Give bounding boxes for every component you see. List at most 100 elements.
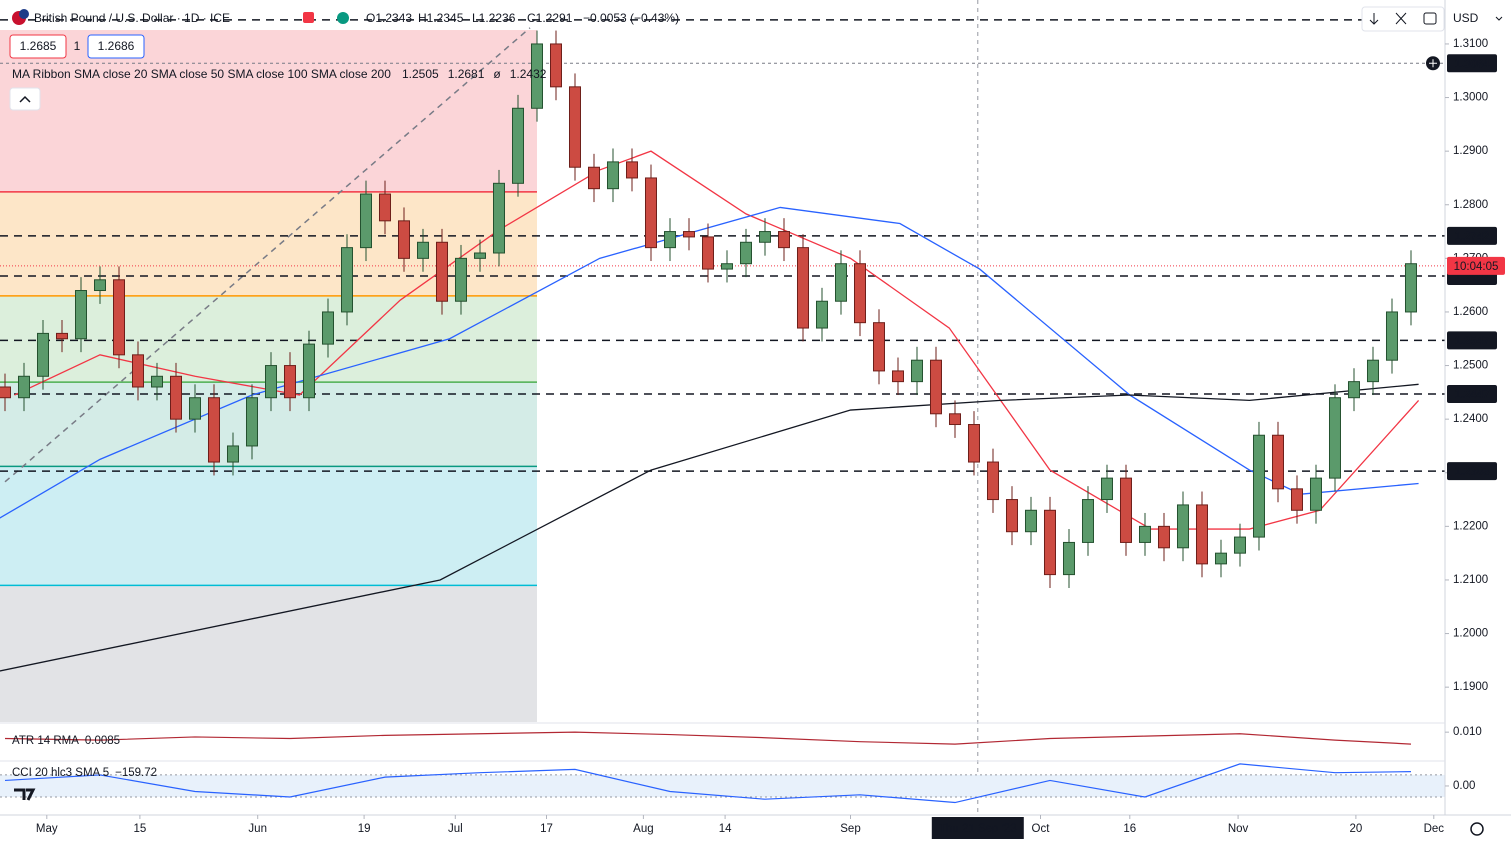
candle-body: [169, 375, 182, 420]
candle-body: [625, 161, 638, 179]
price-label: 1.3064: [1454, 58, 1490, 70]
candle-body: [435, 241, 448, 302]
button-icon[interactable]: [1423, 12, 1437, 25]
axes: 1.31001.30001.29001.28001.27001.26001.25…: [12, 38, 1505, 839]
candle-body: [511, 107, 524, 184]
collapse-button[interactable]: [9, 87, 41, 111]
ribbon-value: 1.2432: [510, 67, 547, 81]
spread: 1: [74, 39, 81, 53]
candle-body: [530, 43, 543, 109]
x-tick-label: Dec: [1424, 823, 1445, 835]
icon: [303, 12, 314, 23]
candle-body: [1043, 509, 1056, 576]
price-label-box: [1447, 54, 1497, 73]
candle-body: [853, 263, 866, 324]
price-axis: [1445, 0, 1511, 844]
plot: [0, 0, 1445, 815]
y-tick-label: 1.2800: [1453, 199, 1488, 211]
button-icon[interactable]: [1369, 13, 1379, 25]
candle-body: [0, 386, 11, 399]
candle-body: [1233, 536, 1246, 554]
candle-body: [1404, 263, 1417, 313]
y-tick-label: 1.3100: [1453, 38, 1488, 50]
y-tick-label: 1.2900: [1453, 145, 1488, 157]
candle-body: [1271, 434, 1284, 490]
candle-body: [1119, 477, 1132, 543]
x-tick-label: May: [36, 823, 58, 835]
ribbon-value: ø: [493, 67, 501, 81]
candle-body: [1366, 359, 1379, 383]
price-label-box: [1447, 384, 1497, 403]
candle-body: [777, 231, 790, 249]
y-tick-label: 1.2400: [1453, 413, 1488, 425]
x-tick-label: Jul: [448, 823, 463, 835]
x-tick-label: Nov: [1228, 823, 1249, 835]
currency[interactable]: USD: [1453, 11, 1479, 25]
candle-body: [1195, 504, 1208, 565]
candle-body: [1214, 552, 1227, 565]
candle-body: [1176, 504, 1189, 549]
candle-body: [663, 231, 676, 249]
candle-body: [967, 424, 980, 463]
status-icon: [337, 12, 349, 24]
candle-body: [340, 247, 353, 313]
y-tick-label: 1.2600: [1453, 306, 1488, 318]
candle-body: [264, 365, 277, 399]
candle-body: [226, 445, 239, 463]
x-tick-label: 19: [358, 823, 371, 835]
ribbon-values: 1.2505 1.2681 ø 1.2432: [402, 67, 547, 81]
candle-body: [701, 236, 714, 270]
candle-body: [473, 252, 486, 259]
x-tick-label: 15: [133, 823, 146, 835]
candle-body: [1081, 499, 1094, 543]
candle-body: [207, 397, 220, 463]
candle-body: [720, 263, 733, 270]
candle-body: [948, 413, 961, 426]
x-tick-label: Oct: [1032, 823, 1051, 835]
price-label-box: [1447, 331, 1497, 350]
candle-body: [55, 332, 68, 340]
candle-body: [74, 290, 87, 340]
bid-box[interactable]: [9, 34, 67, 59]
candle-body: [1157, 525, 1170, 549]
candle-body: [1385, 311, 1398, 361]
settings-icon[interactable]: [1470, 822, 1484, 836]
cci-band: [0, 774, 1445, 798]
ohlc-close: C1.2291: [527, 11, 573, 25]
candle-body: [549, 43, 562, 88]
candle-body: [891, 370, 904, 383]
add-alert-icon: [1429, 59, 1437, 68]
candle-body: [492, 182, 505, 254]
fib-zone: [0, 30, 537, 192]
toolbar: [1361, 6, 1445, 32]
ohlc-high: H1.2345: [418, 11, 464, 25]
candle-body: [112, 279, 125, 356]
moving-average: [0, 383, 1419, 672]
candle-body: [1024, 509, 1037, 533]
candle-body: [245, 397, 258, 447]
candle-body: [1062, 541, 1075, 576]
atr-label: ATR 14 RMA: [12, 735, 79, 747]
ohlc-low: L1.2236: [472, 11, 516, 25]
candle-body: [1290, 488, 1303, 511]
candle-body: [1328, 397, 1341, 479]
button-icon[interactable]: [1395, 12, 1407, 25]
candle-body: [17, 375, 30, 399]
y-tick-label: 1.2200: [1453, 520, 1488, 532]
ask-box[interactable]: [87, 34, 145, 59]
fib-zone: [0, 466, 537, 586]
x-tick-label: Jun: [248, 823, 267, 835]
candle-body: [378, 193, 391, 222]
candle-body: [1138, 525, 1151, 543]
logo: [14, 788, 36, 801]
ask: 1.2686: [98, 39, 135, 53]
ribbon-value: 1.2681: [448, 67, 485, 81]
atr-line: [4, 731, 1412, 745]
candle-body: [986, 461, 999, 501]
countdown-box: [1447, 256, 1505, 275]
candle-body: [682, 231, 695, 238]
candle-body: [834, 263, 847, 302]
candle-body: [587, 166, 600, 190]
y-tick-label: 0.010: [1453, 726, 1482, 738]
